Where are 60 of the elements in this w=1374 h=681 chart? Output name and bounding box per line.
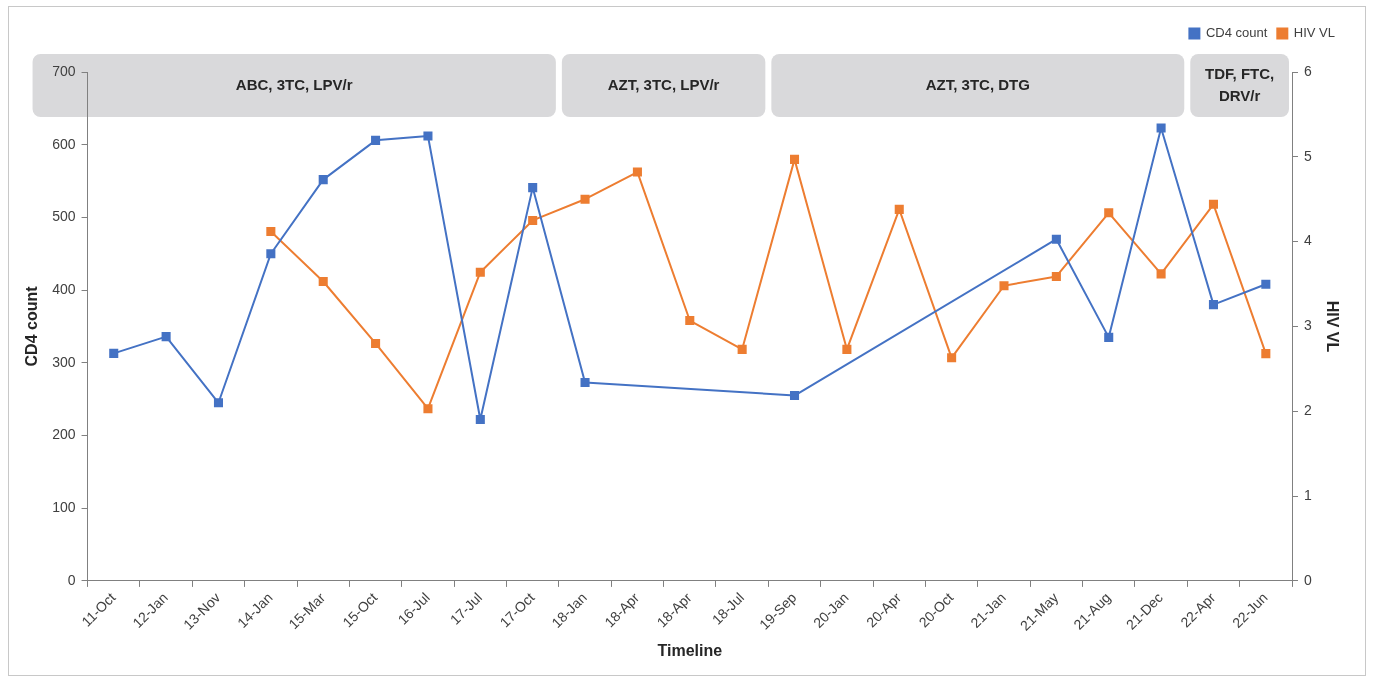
band-label: TDF, FTC, DRV/r [1205, 64, 1275, 104]
point [947, 353, 957, 363]
point [1156, 269, 1166, 279]
point [1261, 279, 1271, 289]
point [371, 338, 381, 348]
y2-tick-label: 6 [1304, 62, 1313, 79]
point [1051, 271, 1061, 281]
y-tick-label: 600 [52, 135, 76, 152]
legend-label: HIV VL [1293, 25, 1335, 41]
point [1261, 349, 1271, 359]
x-axis-title: Timeline [657, 641, 723, 659]
point [266, 249, 276, 259]
point [1051, 234, 1061, 244]
band-label: ABC, 3TC, LPV/r [235, 75, 353, 93]
y-tick-label: 500 [52, 208, 76, 225]
y2-tick-label: 1 [1304, 486, 1313, 503]
y-tick-label: 300 [52, 353, 76, 370]
point [1104, 332, 1114, 342]
y2-tick-label: 2 [1304, 402, 1313, 419]
y-tick-label: 0 [67, 571, 76, 588]
point [632, 167, 642, 177]
point [1208, 300, 1218, 310]
point [109, 348, 119, 358]
point [318, 175, 328, 185]
y2-tick-label: 4 [1304, 232, 1313, 249]
point [475, 414, 485, 425]
y-tick-label: 200 [52, 426, 76, 443]
point [423, 131, 433, 141]
y-tick-label: 400 [52, 280, 76, 297]
point [161, 332, 171, 342]
y-tick-label: 100 [52, 499, 76, 516]
point [789, 390, 800, 401]
legend-label: CD4 count [1205, 25, 1268, 41]
point [894, 204, 904, 214]
point [528, 215, 538, 225]
point [999, 281, 1009, 291]
point [266, 226, 276, 236]
point [423, 404, 433, 414]
point [1208, 199, 1218, 209]
band-label: AZT, 3TC, DTG [925, 75, 1030, 93]
point [475, 267, 485, 277]
point [1156, 123, 1166, 133]
point [1104, 208, 1114, 218]
y-axis-title: CD4 count [23, 285, 41, 367]
y-tick-label: 700 [52, 62, 76, 79]
point [737, 344, 747, 354]
point [580, 377, 590, 387]
point [580, 194, 590, 204]
y2-tick-label: 5 [1304, 147, 1313, 164]
y2-tick-label: 0 [1304, 571, 1313, 588]
point [371, 135, 381, 145]
point [685, 315, 695, 326]
point [213, 398, 224, 408]
point [842, 344, 852, 354]
y2-axis-title: HIV VL [1323, 300, 1341, 353]
point [789, 154, 800, 164]
point [528, 183, 538, 193]
band-label: AZT, 3TC, LPV/r [607, 75, 720, 93]
point [318, 276, 328, 287]
y2-tick-label: 3 [1304, 317, 1313, 334]
